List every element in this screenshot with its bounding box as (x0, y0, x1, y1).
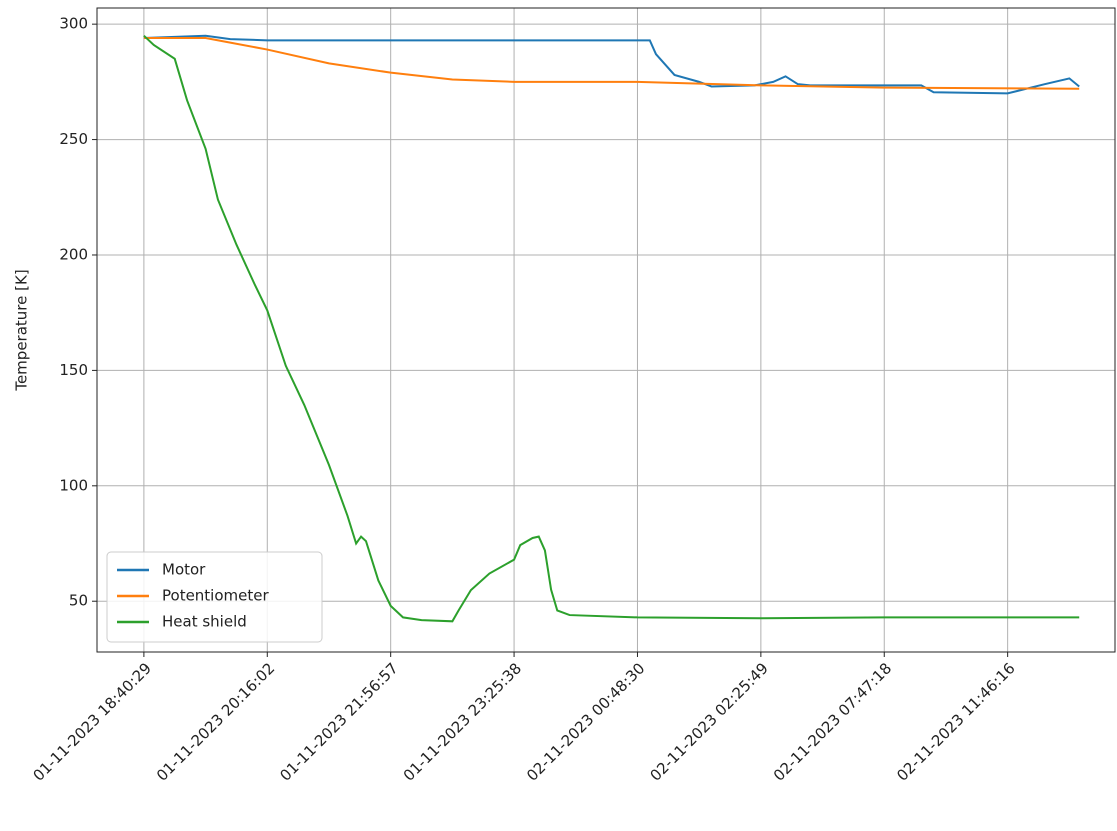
x-tick-label: 01-11-2023 20:16:02 (153, 659, 278, 784)
y-tick-label: 50 (69, 592, 88, 610)
y-tick-label: 150 (59, 361, 88, 379)
x-tick-label: 01-11-2023 21:56:57 (276, 659, 401, 784)
legend-box (106, 551, 323, 643)
legend-label: Potentiometer (162, 587, 269, 605)
y-axis-label: Temperature [K] (13, 269, 31, 391)
series-line (143, 34, 1080, 623)
legend-label: Heat shield (162, 613, 247, 631)
series-line (143, 37, 1080, 90)
x-tick-label: 01-11-2023 18:40:29 (30, 659, 155, 784)
x-tick-label: 02-11-2023 00:48:30 (523, 659, 648, 784)
y-tick-label: 250 (59, 130, 88, 148)
plot-frame (96, 7, 1116, 653)
x-tick-label: 01-11-2023 23:25:38 (400, 659, 525, 784)
x-tick-label: 02-11-2023 02:25:49 (646, 659, 771, 784)
legend: Motor Potentiometer Heat shield (106, 551, 323, 643)
legend-label: Motor (162, 561, 206, 579)
y-tick-label: 100 (59, 476, 88, 494)
x-tick-label: 02-11-2023 07:47:18 (770, 659, 895, 784)
y-tick-label: 200 (59, 245, 88, 263)
x-tick-label: 02-11-2023 11:46:16 (893, 659, 1018, 784)
y-tick-label: 300 (59, 15, 88, 33)
series-line (143, 34, 1080, 95)
